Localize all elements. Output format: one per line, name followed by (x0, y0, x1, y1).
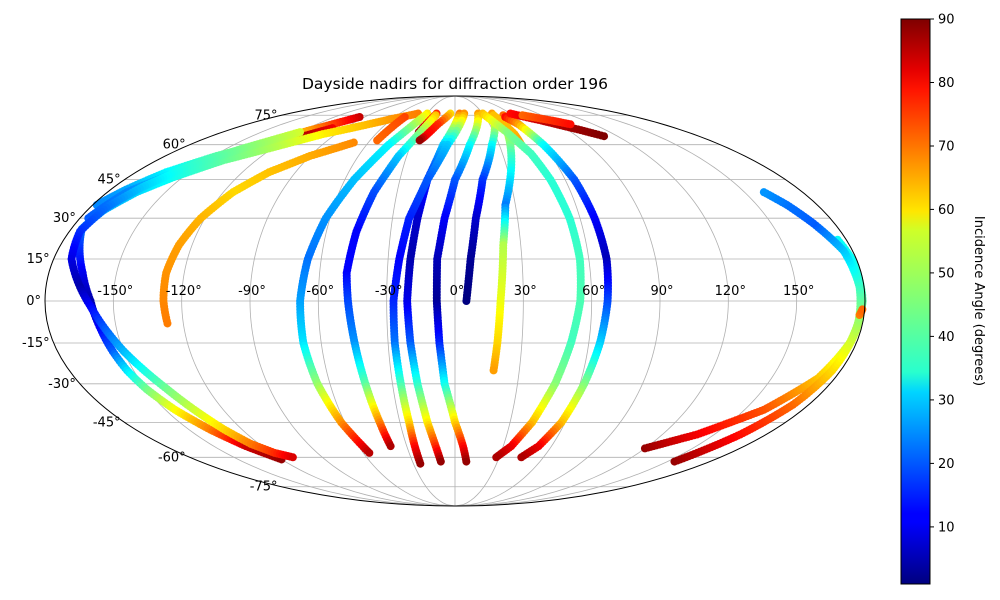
latitude-tick-label: 60° (163, 138, 186, 153)
data-point (492, 453, 501, 462)
longitude-tick-label: -120° (166, 284, 202, 299)
longitude-tick-label: 120° (715, 284, 746, 299)
latitude-tick-labels: -75° -60° -45° -30° -15° 0° 15° 30° 45° 60° 75° (22, 108, 278, 494)
longitude-tick-label: -30° (375, 284, 403, 299)
colorbar: 10 20 30 40 50 60 70 80 90 Incidence Angle (degr… (900, 13, 986, 585)
colorbar-tick-label: 20 (938, 457, 955, 472)
colorbar-tick-label: 90 (938, 13, 955, 28)
colorbar-gradient (900, 18, 931, 585)
longitude-tick-label: -60° (306, 284, 334, 299)
colorbar-tick-label: 60 (938, 203, 955, 218)
colorbar-tick-label: 70 (938, 140, 955, 155)
graticule (45, 95, 865, 507)
longitude-tick-label: 60° (582, 284, 605, 299)
data-point (489, 366, 498, 375)
latitude-tick-label: -15° (22, 336, 50, 351)
latitude-tick-label: 45° (98, 173, 121, 188)
map-boundary (44, 95, 866, 507)
colorbar-tick-label: 30 (938, 393, 955, 408)
latitude-tick-label: 75° (254, 108, 277, 123)
data-point (462, 457, 471, 466)
data-point (373, 136, 382, 145)
longitude-tick-label: 30° (514, 284, 537, 299)
longitude-tick-label: 0° (450, 284, 465, 299)
data-point (288, 453, 297, 462)
colorbar-tick-label: 40 (938, 330, 955, 345)
colorbar-tick-label: 80 (938, 76, 955, 91)
latitude-tick-label: -45° (93, 415, 121, 430)
data-point (517, 453, 526, 462)
colorbar-tick-label: 50 (938, 266, 955, 281)
data-point (600, 132, 609, 141)
data-point (415, 136, 424, 145)
latitude-tick-label: 30° (53, 211, 76, 226)
colorbar-tick-label: 10 (938, 520, 955, 535)
longitude-tick-labels: -150° -120° -90° -60° -30° 0° 30° 60° 90° 120° 150… (97, 284, 814, 299)
latitude-tick-label: -75° (250, 480, 278, 495)
latitude-tick-label: -30° (48, 377, 76, 392)
data-point (462, 297, 471, 305)
latitude-tick-label: -60° (158, 450, 186, 465)
chart-title: Dayside nadirs for diffraction order 196 (302, 75, 608, 93)
data-points (67, 109, 867, 468)
longitude-tick-label: -90° (238, 284, 266, 299)
latitude-tick-label: 0° (26, 294, 41, 309)
colorbar-ticks: 10 20 30 40 50 60 70 80 90 (930, 13, 955, 535)
data-point (163, 319, 172, 328)
data-point (386, 442, 395, 451)
data-point (365, 448, 374, 457)
colorbar-label: Incidence Angle (degrees) (971, 216, 986, 386)
data-point (416, 459, 425, 468)
longitude-tick-label: 90° (650, 284, 673, 299)
longitude-tick-label: -150° (97, 284, 133, 299)
latitude-tick-label: 15° (27, 252, 50, 267)
data-point (759, 188, 768, 197)
data-point (566, 120, 575, 129)
longitude-tick-label: 150° (783, 284, 814, 299)
data-point (436, 457, 445, 466)
